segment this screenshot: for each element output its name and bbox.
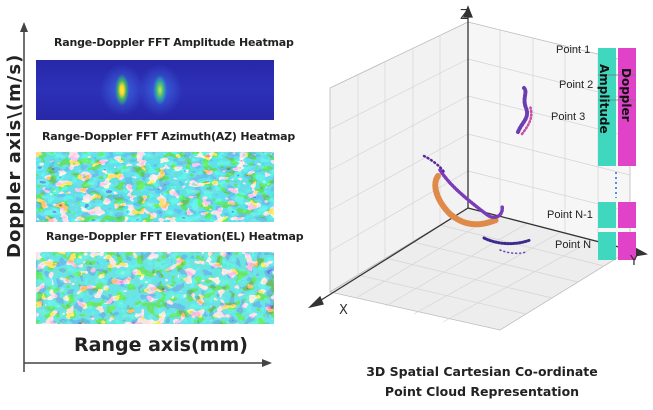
- elevation-texture: [36, 252, 274, 324]
- figure-caption: 3D Spatial Cartesian Co-ordinate Point C…: [366, 364, 598, 399]
- heatmap-title-azimuth: Range-Doppler FFT Azimuth(AZ) Heatmap: [42, 130, 296, 143]
- bar-row-dividers: [598, 74, 636, 101]
- amplitude-heatmap: [36, 60, 274, 120]
- amplitude-bar-n1: [598, 202, 616, 228]
- y-axis-3d-label: Y: [630, 254, 638, 269]
- amplitude-bar-n: [598, 232, 616, 260]
- heatmap-title-amplitude: Range-Doppler FFT Amplitude Heatmap: [54, 36, 294, 49]
- point-label-n-1: Point N-1: [547, 209, 593, 221]
- doppler-bar-n1: [618, 202, 636, 228]
- point-label-n: Point N: [555, 239, 592, 251]
- heatmap-title-elevation: Range-Doppler FFT Elevation(EL) Heatmap: [46, 230, 304, 243]
- amplitude-bar-top: [598, 48, 616, 166]
- point-label-2: Point 2: [559, 79, 594, 91]
- amplitude-column-label: Amplitude: [597, 64, 611, 134]
- y-axis-arrow: [20, 22, 28, 372]
- doppler-bar-top: [618, 48, 636, 166]
- grid-lines: [329, 30, 631, 323]
- azimuth-heatmap: [36, 152, 274, 222]
- z-axis-label: Z: [460, 8, 469, 23]
- point-cloud: [422, 86, 533, 255]
- x-axis-label: Range axis(mm): [74, 334, 248, 356]
- point-label-3: Point 3: [551, 111, 586, 123]
- x-axis-arrow: [24, 359, 272, 367]
- elevation-heatmap: [36, 252, 274, 324]
- point-label-1: Point 1: [556, 44, 591, 56]
- doppler-column-label: Doppler: [619, 68, 633, 122]
- azimuth-texture: [36, 152, 274, 222]
- x-axis-3d-label: X: [339, 303, 348, 318]
- xyz-axes: [307, 5, 648, 309]
- point-cloud-3d-plot: [307, 5, 648, 331]
- doppler-bar-n: [618, 232, 636, 260]
